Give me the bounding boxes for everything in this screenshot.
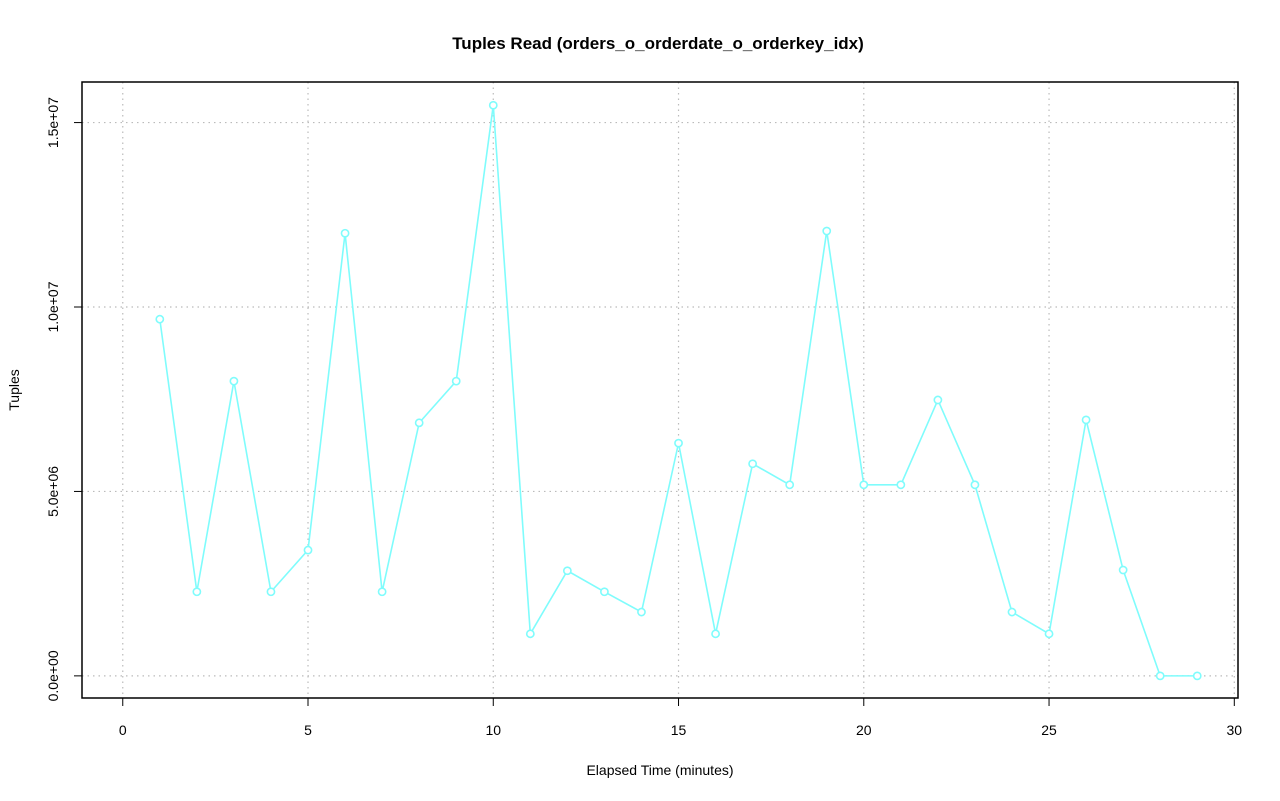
data-point [266, 587, 276, 597]
data-point [303, 545, 313, 555]
data-point [155, 314, 165, 324]
x-tick-label: 10 [485, 722, 501, 738]
data-point [859, 480, 869, 490]
data-point [933, 395, 943, 405]
data-point [1192, 671, 1202, 681]
data-point [414, 418, 424, 428]
data-point [562, 566, 572, 576]
data-point [192, 587, 202, 597]
x-axis: 0 5 10 15 20 25 30 [119, 698, 1242, 738]
data-point [1155, 671, 1165, 681]
x-tick-label: 25 [1041, 722, 1057, 738]
data-point [674, 438, 683, 448]
data-point [785, 480, 795, 490]
x-tick-label: 0 [119, 722, 127, 738]
data-point [1118, 565, 1128, 575]
data-point [822, 226, 832, 236]
y-tick-label: 1.0e+07 [45, 281, 61, 332]
data-point [970, 480, 980, 490]
data-point [711, 629, 720, 639]
data-point [600, 587, 609, 597]
plot-frame [81, 81, 1239, 699]
data-point [896, 480, 906, 490]
y-tick-label: 5.0e+06 [45, 466, 61, 517]
data-point [340, 228, 350, 238]
y-tick-label: 1.5e+07 [45, 97, 61, 148]
y-tick-label: 0.0e+00 [45, 650, 61, 701]
x-tick-label: 20 [856, 722, 872, 738]
data-point [525, 629, 535, 639]
data-point [1044, 629, 1054, 639]
chart-title: Tuples Read (orders_o_orderdate_o_orderk… [452, 34, 864, 53]
x-tick-label: 30 [1227, 722, 1243, 738]
data-point [451, 376, 461, 386]
data-point [1007, 607, 1017, 617]
data-point [377, 587, 387, 597]
data-point [1081, 415, 1091, 425]
x-tick-label: 15 [671, 722, 687, 738]
data-point [637, 607, 646, 617]
x-axis-label: Elapsed Time (minutes) [586, 762, 733, 778]
data-point [488, 100, 498, 110]
y-axis-label: Tuples [6, 369, 22, 411]
y-axis: 0.0e+00 5.0e+06 1.0e+07 1.5e+07 [45, 97, 82, 701]
series-tuples-read [155, 100, 1202, 681]
grid [82, 82, 1238, 698]
data-point [748, 459, 758, 469]
data-point [229, 376, 239, 386]
x-tick-label: 5 [304, 722, 312, 738]
